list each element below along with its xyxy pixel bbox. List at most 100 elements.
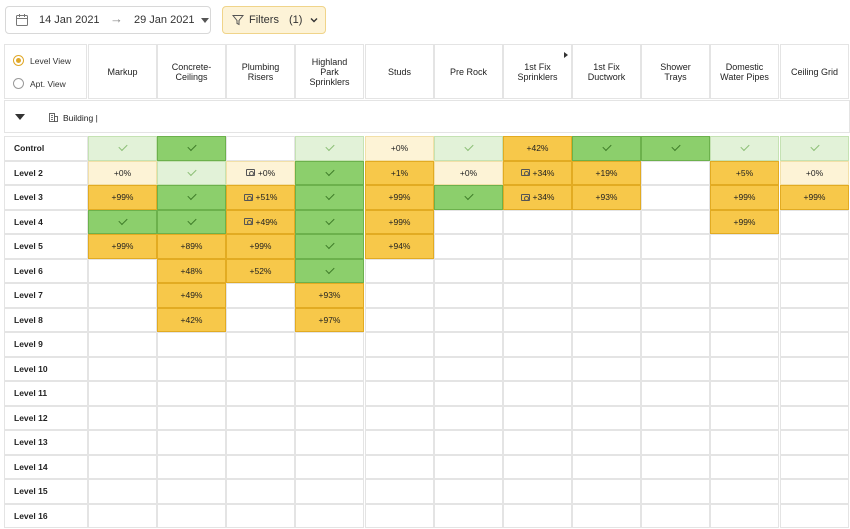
grid-cell[interactable] [295,381,364,406]
grid-cell[interactable] [365,332,434,357]
grid-cell[interactable] [226,381,295,406]
grid-cell[interactable] [503,258,572,283]
grid-cell[interactable] [434,454,503,479]
grid-cell[interactable]: +99% [88,234,157,259]
grid-cell[interactable] [710,356,779,381]
grid-cell[interactable] [88,258,157,283]
grid-cell[interactable] [295,332,364,357]
grid-cell[interactable] [641,283,710,308]
grid-cell[interactable] [157,356,226,381]
grid-cell[interactable] [780,381,849,406]
grid-cell[interactable] [780,405,849,430]
grid-cell[interactable] [503,209,572,234]
grid-cell[interactable] [295,454,364,479]
grid-cell[interactable] [88,332,157,357]
column-header[interactable]: 1st Fix Sprinklers [503,44,572,99]
grid-cell[interactable] [503,479,572,504]
grid-cell[interactable]: +5% [710,160,779,185]
column-header[interactable]: Highland Park Sprinklers [295,44,364,99]
apt-view-label[interactable]: Apt. View [30,79,66,89]
grid-cell[interactable] [157,405,226,430]
grid-cell[interactable] [434,405,503,430]
grid-cell[interactable] [572,356,641,381]
grid-cell[interactable] [365,381,434,406]
grid-cell[interactable] [641,503,710,528]
filters-button[interactable]: Filters (1) [222,6,326,34]
grid-cell[interactable] [226,454,295,479]
grid-cell[interactable] [710,234,779,259]
grid-cell[interactable] [710,283,779,308]
grid-cell[interactable]: +99% [780,185,849,210]
grid-cell[interactable] [572,381,641,406]
grid-cell[interactable] [710,258,779,283]
grid-cell[interactable]: +0% [434,160,503,185]
grid-cell[interactable] [641,381,710,406]
grid-cell[interactable] [780,283,849,308]
grid-cell[interactable] [503,283,572,308]
grid-cell[interactable] [780,209,849,234]
grid-cell[interactable] [88,356,157,381]
grid-cell[interactable]: +48% [157,258,226,283]
grid-cell[interactable] [503,430,572,455]
row-label[interactable]: Level 13 [4,430,88,455]
column-header[interactable]: Pre Rock [434,44,503,99]
grid-cell[interactable] [641,332,710,357]
grid-cell[interactable]: +99% [710,185,779,210]
grid-cell[interactable] [780,430,849,455]
row-label[interactable]: Level 3 [4,185,88,210]
grid-cell[interactable] [572,283,641,308]
grid-cell[interactable]: +34% [503,185,572,210]
grid-cell[interactable] [295,356,364,381]
grid-cell[interactable] [226,405,295,430]
grid-cell[interactable] [710,454,779,479]
grid-cell[interactable] [641,160,710,185]
grid-cell[interactable] [365,503,434,528]
grid-cell[interactable] [710,479,779,504]
grid-cell[interactable]: +94% [365,234,434,259]
grid-cell[interactable] [295,405,364,430]
row-label[interactable]: Level 8 [4,307,88,332]
grid-cell[interactable] [503,454,572,479]
grid-cell[interactable] [434,307,503,332]
grid-cell[interactable] [226,332,295,357]
grid-cell[interactable] [88,307,157,332]
grid-cell[interactable] [88,454,157,479]
grid-cell[interactable] [780,307,849,332]
grid-cell[interactable] [88,136,157,161]
grid-cell[interactable]: +97% [295,307,364,332]
grid-cell[interactable] [641,405,710,430]
grid-cell[interactable] [226,479,295,504]
grid-cell[interactable]: +42% [157,307,226,332]
grid-cell[interactable]: +49% [226,209,295,234]
grid-cell[interactable] [226,307,295,332]
level-view-label[interactable]: Level View [30,56,71,66]
grid-cell[interactable] [295,185,364,210]
grid-cell[interactable] [157,332,226,357]
grid-cell[interactable]: +49% [157,283,226,308]
grid-cell[interactable] [434,503,503,528]
date-range-picker[interactable]: 14 Jan 2021 → 29 Jan 2021 [5,6,211,34]
grid-cell[interactable] [641,136,710,161]
grid-cell[interactable]: +0% [365,136,434,161]
grid-cell[interactable] [503,234,572,259]
grid-cell[interactable] [295,136,364,161]
grid-cell[interactable] [226,136,295,161]
grid-cell[interactable] [295,479,364,504]
grid-cell[interactable] [780,479,849,504]
grid-cell[interactable] [641,430,710,455]
grid-cell[interactable] [226,430,295,455]
grid-cell[interactable] [295,503,364,528]
grid-cell[interactable] [503,381,572,406]
grid-cell[interactable] [88,430,157,455]
grid-cell[interactable] [641,356,710,381]
grid-cell[interactable]: +0% [780,160,849,185]
grid-cell[interactable] [641,234,710,259]
grid-cell[interactable] [434,258,503,283]
grid-cell[interactable] [88,503,157,528]
grid-cell[interactable] [641,185,710,210]
grid-cell[interactable] [710,503,779,528]
grid-cell[interactable] [503,307,572,332]
column-header[interactable]: 1st Fix Ductwork [572,44,641,99]
grid-cell[interactable]: +93% [572,185,641,210]
grid-cell[interactable] [88,405,157,430]
